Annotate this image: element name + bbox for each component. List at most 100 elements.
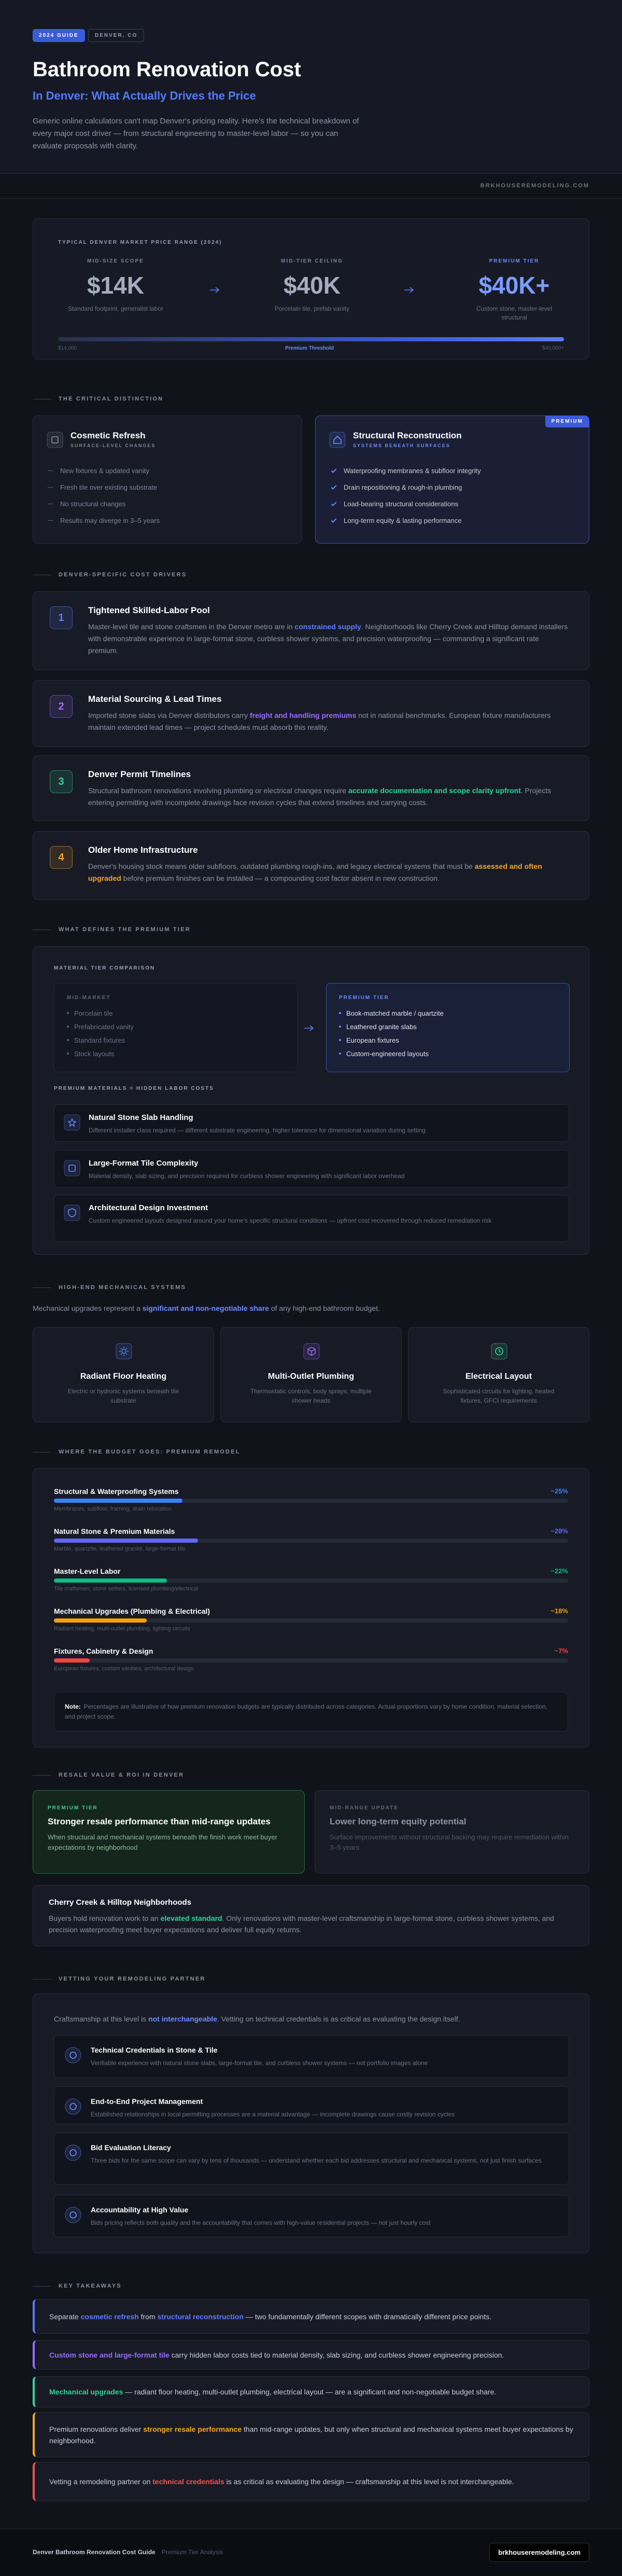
heading-text: WHERE THE BUDGET GOES: PREMIUM REMODEL [59, 1449, 241, 1455]
mech-text: Thermostatic controls, body sprays, mult… [250, 1388, 372, 1404]
driver-number: 2 [50, 695, 73, 718]
highlight: freight and handling premiums [250, 711, 357, 719]
note-text: Percentages are illustrative of how prem… [65, 1703, 548, 1720]
text-run: carry hidden labor costs tied to materia… [169, 2350, 504, 2359]
footer-title: Denver Bathroom Renovation Cost Guide [33, 2549, 156, 2556]
takeaway: Separate cosmetic refresh from structura… [33, 2299, 589, 2334]
takeaway: Mechanical upgrades — radiant floor heat… [33, 2376, 589, 2407]
takeaway: Custom stone and large-format tile carry… [33, 2340, 589, 2370]
mech-text: Electric or hydronic systems beneath til… [67, 1388, 179, 1404]
bar-track [54, 1578, 568, 1583]
item-text: European fixtures [346, 1036, 399, 1044]
text-run: from [138, 2312, 158, 2321]
icon [65, 2207, 81, 2223]
tier-panel: MID-MARKET Porcelain tile Prefabricated va… [54, 983, 298, 1072]
mech-title: Multi-Outlet Plumbing [267, 1372, 355, 1381]
site-strip [0, 174, 622, 199]
resale-title: Lower long-term equity potential [330, 1817, 466, 1826]
resale-title: Stronger resale performance than mid-ran… [48, 1817, 271, 1826]
highlight: accurate documentation and scope clarity… [348, 786, 521, 795]
mech-text: Sophisticated circuits for lighting, hea… [443, 1388, 555, 1404]
text-run: not in national benchmarks. European fix… [88, 711, 551, 731]
budget-name: Structural & Waterproofing Systems [54, 1487, 179, 1495]
range-scale: $14,000 Premium Threshold $40,000+ [58, 345, 564, 351]
panel-item: Custom-engineered layouts [339, 1050, 429, 1058]
arrow [210, 287, 220, 293]
icon [303, 1343, 320, 1360]
cost-item: Natural Stone Slab Handling Different ins… [54, 1104, 569, 1142]
bar-track [54, 1658, 568, 1663]
budget-name: Fixtures, Cabinetry & Design [54, 1647, 153, 1655]
item-text: Prefabricated vanity [74, 1023, 134, 1031]
takeaway-text: Vetting a remodeling partner on technica… [49, 2476, 514, 2487]
item-text: No structural changes [60, 500, 126, 508]
icon [65, 2047, 81, 2063]
item-text: Bids pricing reflects both quality and t… [91, 2219, 431, 2226]
tier-name: MID-TIER CEILING [281, 258, 343, 264]
vetting-item: Bid Evaluation Literacy Three bids for th… [54, 2132, 569, 2185]
text-run: than mid-range updates, but only when st… [49, 2425, 573, 2445]
scale-start: $14,000 [58, 345, 77, 351]
text-run: Buyers hold renovation work to an [49, 1914, 161, 1922]
arrow [404, 287, 414, 293]
dash [48, 487, 53, 488]
tier-name: PREMIUM TIER [489, 258, 540, 264]
card: 3 Denver Permit Timelines Structural bathr… [33, 755, 589, 821]
icon [65, 2098, 81, 2115]
driver-number: 3 [50, 770, 73, 793]
section-heading: KEY TAKEAWAYS [33, 2282, 122, 2290]
item-title: Technical Credentials in Stone & Tile [91, 2046, 218, 2054]
highlight: constrained supply [294, 622, 361, 631]
item-text: Stock layouts [74, 1050, 115, 1058]
item-text: Results may diverge in 3–5 years [60, 517, 160, 524]
card: Electrical Layout Sophisticated circuits … [408, 1327, 589, 1422]
item-text: Long-term equity & lasting performance [344, 517, 462, 524]
price-label: TYPICAL DENVER MARKET PRICE RANGE (2024) [58, 240, 222, 245]
highlight: significant and non-negotiable share [142, 1304, 269, 1312]
item-text: Custom-engineered layouts [346, 1050, 429, 1058]
tier-price: $40K+ [478, 272, 550, 299]
bar-track [54, 1618, 568, 1623]
tier-panel: PREMIUM TIER Book-matched marble / quartz… [326, 983, 570, 1072]
vetting-intro: Craftsmanship at this level is not inter… [54, 2015, 460, 2023]
icon [329, 432, 346, 448]
arrow [304, 1025, 314, 1031]
budget-value: ~18% [550, 1607, 568, 1615]
tier-note: Porcelain tile, prefab vanity [274, 305, 350, 312]
text-run: Separate [49, 2312, 81, 2321]
icon [47, 432, 63, 448]
item-text: Material density, slab sizing, and preci… [89, 1172, 405, 1180]
card: Multi-Outlet Plumbing Thermostatic contro… [220, 1327, 402, 1422]
footer-site: brkhouseremodeling.com [489, 2543, 589, 2562]
title: Bathroom Renovation Cost [33, 58, 301, 81]
driver-title: Material Sourcing & Lead Times [88, 694, 222, 704]
item-title: Natural Stone Slab Handling [89, 1113, 193, 1122]
note-label: Note: [65, 1703, 81, 1710]
check [331, 501, 337, 506]
item-text: Custom engineered layouts designed aroun… [89, 1217, 492, 1224]
section-heading: THE CRITICAL DISTINCTION [33, 395, 163, 403]
budget-value: ~25% [550, 1487, 568, 1495]
scale-end: $40,000+ [542, 345, 564, 351]
icon [491, 1343, 507, 1360]
card: MID-RANGE UPDATE Lower long-term equity p… [315, 1790, 589, 1874]
card: TYPICAL DENVER MARKET PRICE RANGE (2024)… [33, 218, 589, 359]
vetting-item: Accountability at High Value Bids pricing… [54, 2195, 569, 2237]
tier-note: Standard footprint, generalist labor [67, 305, 164, 312]
bar [54, 1578, 167, 1583]
section-heading: VETTING YOUR REMODELING PARTNER [33, 1975, 206, 1983]
check [331, 467, 337, 473]
heading-rule [33, 1775, 51, 1776]
cost-item: Architectural Design Investment Custom en… [54, 1195, 569, 1242]
card: 2 Material Sourcing & Lead Times Imported … [33, 680, 589, 747]
budget-name: Mechanical Upgrades (Plumbing & Electric… [54, 1607, 210, 1615]
driver-text: Master-level tile and stone craftsmen in… [88, 621, 568, 657]
resale-text: Surface improvements without structural … [330, 1833, 569, 1851]
card-title: Structural Reconstruction [353, 431, 462, 440]
item-title: Accountability at High Value [91, 2206, 189, 2214]
driver-title: Denver Permit Timelines [88, 769, 191, 779]
budget-note: Radiant heating, multi-outlet plumbing, … [54, 1626, 190, 1632]
highlight: stronger resale performance [143, 2425, 242, 2433]
footer-subtitle: Premium Tier Analysis [161, 2549, 223, 2556]
bullet [67, 1012, 69, 1014]
